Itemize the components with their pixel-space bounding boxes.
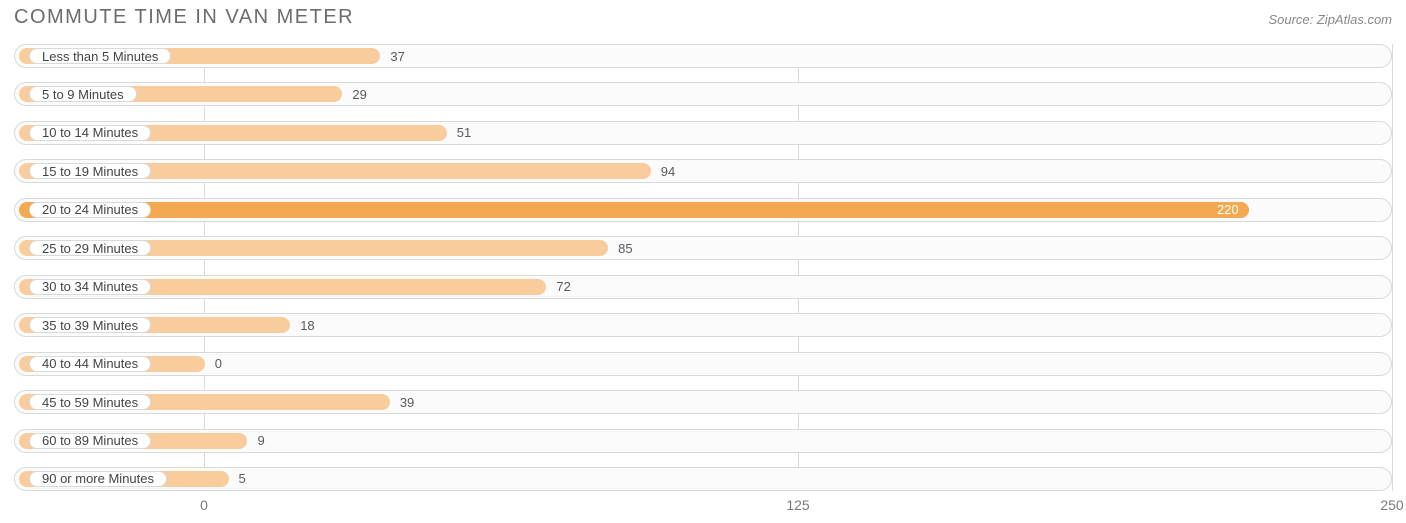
x-tick-label: 250 — [1380, 497, 1403, 513]
gridline — [1392, 44, 1393, 491]
category-pill: 20 to 24 Minutes — [29, 202, 151, 218]
value-label: 37 — [390, 45, 404, 67]
bar-row: 10 to 14 Minutes 51 — [14, 121, 1392, 145]
bar-row: 60 to 89 Minutes 9 — [14, 429, 1392, 453]
value-label: 94 — [661, 160, 675, 182]
category-pill: 60 to 89 Minutes — [29, 433, 151, 449]
category-pill: 35 to 39 Minutes — [29, 317, 151, 333]
x-axis: 0125250 — [14, 495, 1392, 517]
source-attribution: Source: ZipAtlas.com — [1268, 12, 1392, 27]
value-label: 85 — [618, 237, 632, 259]
category-pill: Less than 5 Minutes — [29, 48, 171, 64]
bar-row: 5 to 9 Minutes 29 — [14, 82, 1392, 106]
x-tick-label: 0 — [200, 497, 208, 513]
bar-row: 90 or more Minutes 5 — [14, 467, 1392, 491]
bar-row: 20 to 24 Minutes 220 — [14, 198, 1392, 222]
category-pill: 30 to 34 Minutes — [29, 279, 151, 295]
bar-row: 15 to 19 Minutes 94 — [14, 159, 1392, 183]
category-pill: 90 or more Minutes — [29, 471, 167, 487]
category-pill: 10 to 14 Minutes — [29, 125, 151, 141]
category-pill: 40 to 44 Minutes — [29, 356, 151, 372]
bar-row: 45 to 59 Minutes 39 — [14, 390, 1392, 414]
value-label: 18 — [300, 314, 314, 336]
bar-row: 40 to 44 Minutes 0 — [14, 352, 1392, 376]
chart-plot-area: Less than 5 Minutes 37 5 to 9 Minutes 29 10 … — [14, 44, 1392, 491]
value-label: 39 — [400, 391, 414, 413]
value-label: 5 — [239, 468, 246, 490]
category-pill: 45 to 59 Minutes — [29, 394, 151, 410]
chart-title: COMMUTE TIME IN VAN METER — [14, 6, 354, 29]
bar — [19, 202, 1249, 218]
value-label: 29 — [352, 83, 366, 105]
category-pill: 5 to 9 Minutes — [29, 86, 137, 102]
value-label: 9 — [257, 430, 264, 452]
value-label: 0 — [215, 353, 222, 375]
value-label: 220 — [1217, 199, 1239, 221]
bar-rows: Less than 5 Minutes 37 5 to 9 Minutes 29 10 … — [14, 44, 1392, 491]
bar-row: 30 to 34 Minutes 72 — [14, 275, 1392, 299]
bar-row: 25 to 29 Minutes 85 — [14, 236, 1392, 260]
bar-row: Less than 5 Minutes 37 — [14, 44, 1392, 68]
value-label: 51 — [457, 122, 471, 144]
value-label: 72 — [556, 276, 570, 298]
category-pill: 15 to 19 Minutes — [29, 163, 151, 179]
bar-row: 35 to 39 Minutes 18 — [14, 313, 1392, 337]
x-tick-label: 125 — [786, 497, 809, 513]
category-pill: 25 to 29 Minutes — [29, 240, 151, 256]
